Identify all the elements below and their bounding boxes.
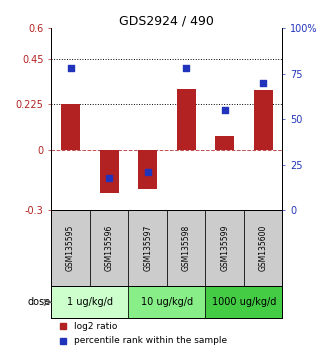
Text: GSM135596: GSM135596 — [105, 225, 114, 272]
Bar — [128, 286, 205, 319]
Text: GSM135600: GSM135600 — [259, 225, 268, 272]
Bar — [100, 150, 119, 193]
Bar — [244, 210, 282, 286]
Text: GSM135595: GSM135595 — [66, 225, 75, 272]
Text: GSM135598: GSM135598 — [182, 225, 191, 272]
Text: 1 ug/kg/d: 1 ug/kg/d — [67, 297, 113, 307]
Bar — [51, 210, 90, 286]
Bar — [61, 104, 80, 150]
Point — [222, 107, 227, 113]
Point — [68, 65, 73, 71]
Point — [145, 169, 150, 175]
Text: percentile rank within the sample: percentile rank within the sample — [74, 336, 228, 345]
Bar — [51, 286, 128, 319]
Text: GSM135597: GSM135597 — [143, 225, 152, 272]
Bar — [128, 210, 167, 286]
Bar — [167, 210, 205, 286]
Text: GSM135599: GSM135599 — [220, 225, 229, 272]
Text: 10 ug/kg/d: 10 ug/kg/d — [141, 297, 193, 307]
Bar — [90, 210, 128, 286]
Text: log2 ratio: log2 ratio — [74, 322, 118, 331]
Text: 1000 ug/kg/d: 1000 ug/kg/d — [212, 297, 276, 307]
Point — [261, 80, 266, 86]
Bar — [215, 136, 234, 150]
Text: dose: dose — [28, 297, 51, 307]
Point — [184, 65, 189, 71]
Bar — [254, 90, 273, 150]
Bar — [205, 210, 244, 286]
Bar — [138, 150, 157, 189]
Point — [107, 175, 112, 181]
Bar — [205, 286, 282, 319]
Bar — [177, 89, 196, 150]
Title: GDS2924 / 490: GDS2924 / 490 — [119, 14, 214, 27]
